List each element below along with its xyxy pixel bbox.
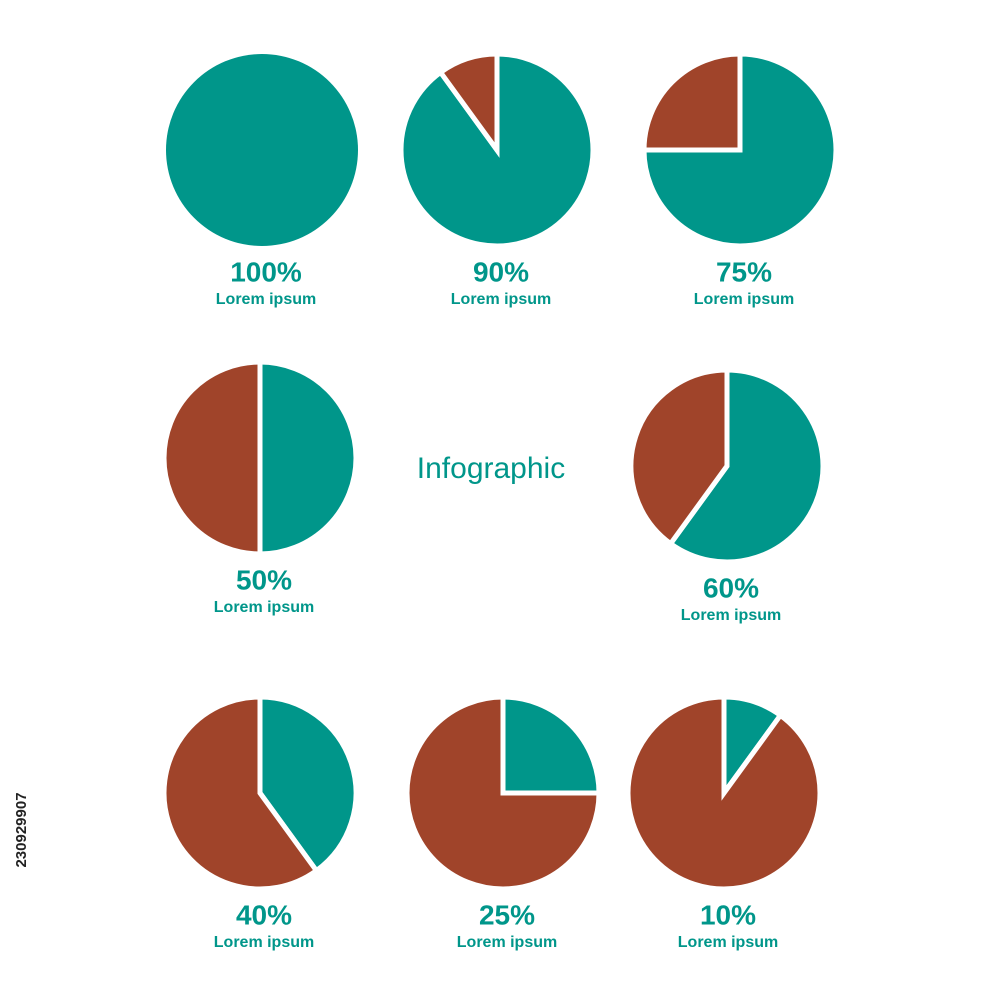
- caption: Lorem ipsum: [216, 291, 316, 308]
- caption: Lorem ipsum: [451, 291, 551, 308]
- pie-slice: [166, 54, 358, 246]
- stock-id: 230929907: [13, 792, 30, 867]
- pie-slice: [641, 51, 743, 153]
- caption: Lorem ipsum: [681, 607, 781, 624]
- pie-slice: [161, 694, 320, 892]
- pie-slice: [161, 359, 263, 557]
- pie-slice: [257, 694, 359, 875]
- percent-label: 25%: [479, 899, 535, 930]
- pie-slice: [667, 367, 826, 565]
- pie-slice: [404, 694, 602, 892]
- title: Infographic: [417, 452, 565, 485]
- percent-label: 50%: [236, 564, 292, 595]
- caption: Lorem ipsum: [694, 291, 794, 308]
- pie-slice: [257, 359, 359, 557]
- percent-label: 10%: [700, 899, 756, 930]
- caption: Lorem ipsum: [214, 599, 314, 616]
- caption: Lorem ipsum: [678, 934, 778, 951]
- caption: Lorem ipsum: [457, 934, 557, 951]
- pie-slice: [628, 367, 730, 548]
- caption: Lorem ipsum: [214, 934, 314, 951]
- percent-label: 60%: [703, 572, 759, 603]
- percent-label: 100%: [230, 256, 302, 287]
- percent-label: 40%: [236, 899, 292, 930]
- pie-slice: [641, 51, 839, 249]
- pie-slice: [625, 694, 823, 892]
- percent-label: 75%: [716, 256, 772, 287]
- pie-slice: [500, 694, 602, 796]
- pie-slice: [437, 51, 500, 158]
- percent-label: 90%: [473, 256, 529, 287]
